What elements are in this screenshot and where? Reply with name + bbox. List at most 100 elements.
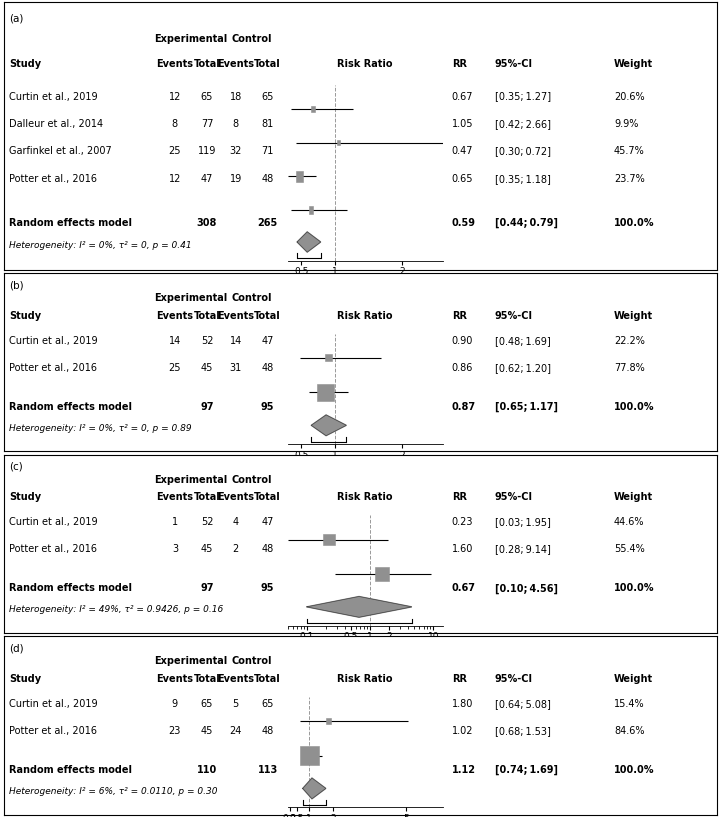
Text: Total: Total (194, 674, 221, 684)
Text: 95%-Cl: 95%-Cl (495, 674, 533, 684)
Text: 12: 12 (169, 92, 181, 101)
Text: 14: 14 (229, 336, 242, 346)
Text: 18: 18 (229, 92, 242, 101)
Text: 0.59: 0.59 (452, 218, 476, 228)
Text: [0.35; 1.18]: [0.35; 1.18] (495, 174, 551, 184)
Text: 95%-Cl: 95%-Cl (495, 311, 533, 321)
Text: Total: Total (194, 311, 221, 321)
Text: Risk Ratio: Risk Ratio (337, 311, 393, 321)
Text: 14: 14 (169, 336, 181, 346)
Text: 48: 48 (262, 725, 274, 736)
Text: Potter et al., 2016: Potter et al., 2016 (9, 725, 97, 736)
Text: 25: 25 (169, 146, 181, 156)
Text: 20.6%: 20.6% (614, 92, 645, 101)
Text: Total: Total (255, 59, 281, 69)
Text: 81: 81 (262, 119, 274, 129)
Text: 0.47: 0.47 (452, 146, 474, 156)
Text: 19: 19 (229, 174, 242, 184)
Text: 1.12: 1.12 (452, 765, 476, 775)
Text: 0.67: 0.67 (452, 92, 474, 101)
Text: (d): (d) (9, 644, 24, 654)
Text: 24: 24 (229, 725, 242, 736)
Text: Potter et al., 2016: Potter et al., 2016 (9, 363, 97, 373)
Text: 1.02: 1.02 (452, 725, 474, 736)
Text: Events: Events (156, 59, 193, 69)
Text: Dalleur et al., 2014: Dalleur et al., 2014 (9, 119, 103, 129)
Text: (a): (a) (9, 13, 24, 23)
Text: 23.7%: 23.7% (614, 174, 645, 184)
Text: Total: Total (255, 674, 281, 684)
Text: [0.30; 0.72]: [0.30; 0.72] (495, 146, 551, 156)
Text: 65: 65 (262, 699, 274, 709)
Text: 52: 52 (200, 336, 213, 346)
Text: 52: 52 (200, 517, 213, 528)
Text: 12: 12 (169, 174, 181, 184)
Text: 65: 65 (201, 699, 213, 709)
Text: 47: 47 (201, 174, 213, 184)
Text: Events: Events (156, 311, 193, 321)
Text: RR: RR (452, 311, 467, 321)
Text: Events: Events (156, 493, 193, 502)
Text: 48: 48 (262, 544, 274, 554)
Text: 65: 65 (201, 92, 213, 101)
Text: 48: 48 (262, 363, 274, 373)
Text: Weight: Weight (614, 311, 653, 321)
Text: 97: 97 (200, 402, 214, 412)
Text: 2: 2 (232, 544, 239, 554)
Text: Study: Study (9, 674, 41, 684)
Text: [0.65; 1.17]: [0.65; 1.17] (495, 402, 557, 412)
Text: Control: Control (231, 33, 272, 43)
Text: 0.23: 0.23 (452, 517, 474, 528)
Text: 23: 23 (169, 725, 181, 736)
Text: 84.6%: 84.6% (614, 725, 645, 736)
Text: RR: RR (452, 493, 467, 502)
Text: 110: 110 (197, 765, 217, 775)
Text: Heterogeneity: I² = 0%, τ² = 0, p = 0.89: Heterogeneity: I² = 0%, τ² = 0, p = 0.89 (9, 424, 192, 433)
Text: 100.0%: 100.0% (614, 583, 655, 593)
Text: Random effects model: Random effects model (9, 218, 133, 228)
Text: 47: 47 (262, 517, 274, 528)
Text: Total: Total (255, 493, 281, 502)
Text: 5: 5 (232, 699, 239, 709)
Text: (b): (b) (9, 280, 24, 290)
Text: 77.8%: 77.8% (614, 363, 645, 373)
Text: 0.87: 0.87 (452, 402, 476, 412)
Text: Control: Control (231, 656, 272, 666)
Text: 100.0%: 100.0% (614, 765, 655, 775)
Text: [0.03; 1.95]: [0.03; 1.95] (495, 517, 551, 528)
Text: 15.4%: 15.4% (614, 699, 645, 709)
Text: 95%-Cl: 95%-Cl (495, 59, 533, 69)
Text: Experimental: Experimental (154, 656, 228, 666)
Text: [0.28; 9.14]: [0.28; 9.14] (495, 544, 551, 554)
Text: 308: 308 (197, 218, 217, 228)
Text: Events: Events (217, 674, 254, 684)
Text: 95%-Cl: 95%-Cl (495, 493, 533, 502)
Text: Events: Events (217, 59, 254, 69)
Text: 1.05: 1.05 (452, 119, 474, 129)
Text: [0.64; 5.08]: [0.64; 5.08] (495, 699, 551, 709)
Text: 265: 265 (257, 218, 278, 228)
Text: Curtin et al., 2019: Curtin et al., 2019 (9, 336, 98, 346)
Text: 1.60: 1.60 (452, 544, 473, 554)
Text: 0.65: 0.65 (452, 174, 474, 184)
Text: 25: 25 (169, 363, 181, 373)
Text: Garfinkel et al., 2007: Garfinkel et al., 2007 (9, 146, 112, 156)
Text: [0.44; 0.79]: [0.44; 0.79] (495, 218, 557, 228)
Text: 8: 8 (172, 119, 178, 129)
Text: Control: Control (231, 475, 272, 484)
Text: 9: 9 (172, 699, 178, 709)
Text: [0.35; 1.27]: [0.35; 1.27] (495, 92, 551, 101)
Text: 32: 32 (229, 146, 242, 156)
Text: Curtin et al., 2019: Curtin et al., 2019 (9, 699, 98, 709)
Text: 65: 65 (262, 92, 274, 101)
Text: 0.90: 0.90 (452, 336, 473, 346)
Text: [0.42; 2.66]: [0.42; 2.66] (495, 119, 551, 129)
Text: Random effects model: Random effects model (9, 765, 133, 775)
Text: 97: 97 (200, 583, 214, 593)
Text: 0.86: 0.86 (452, 363, 473, 373)
Text: Experimental: Experimental (154, 293, 228, 303)
Text: [0.74; 1.69]: [0.74; 1.69] (495, 765, 557, 775)
Text: Potter et al., 2016: Potter et al., 2016 (9, 544, 97, 554)
Text: Control: Control (231, 293, 272, 303)
Text: [0.10; 4.56]: [0.10; 4.56] (495, 583, 557, 594)
